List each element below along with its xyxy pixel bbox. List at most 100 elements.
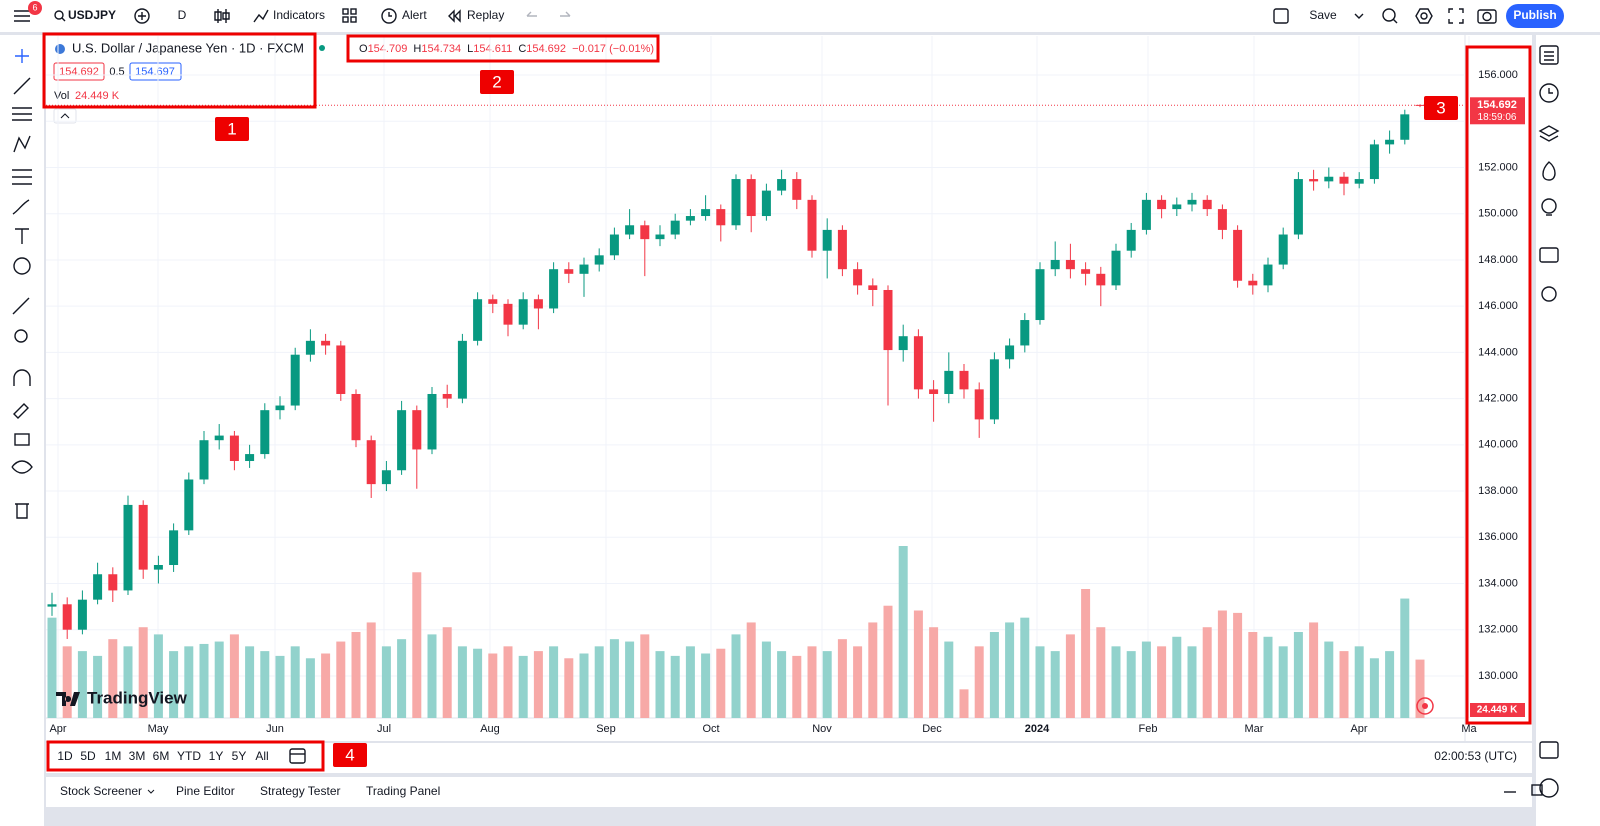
right-tools[interactable] xyxy=(1539,83,1559,103)
ask-box[interactable] xyxy=(129,62,182,81)
range-button[interactable]: 1D xyxy=(57,749,73,763)
replay-button[interactable]: Replay xyxy=(467,8,504,22)
templates-button[interactable] xyxy=(342,16,349,23)
right-tools[interactable] xyxy=(1541,198,1557,214)
quick-search[interactable] xyxy=(1382,8,1396,22)
range-button[interactable]: 5Y xyxy=(232,749,247,763)
panel-buttons[interactable] xyxy=(1531,784,1543,796)
quick-search[interactable] xyxy=(1382,8,1398,24)
bid[interactable]: 154.692 xyxy=(59,66,99,78)
right-tools[interactable] xyxy=(1538,45,1560,798)
collapse-legend[interactable] xyxy=(53,108,77,124)
tab-menu-arrow[interactable] xyxy=(147,789,155,794)
drawing-tools[interactable] xyxy=(13,369,31,386)
tab[interactable]: Trading Panel xyxy=(366,784,440,798)
date-range-button[interactable] xyxy=(289,748,306,764)
settings-button[interactable] xyxy=(1420,12,1428,20)
tab[interactable]: Pine Editor xyxy=(176,784,235,798)
chart-type-button[interactable] xyxy=(214,9,230,23)
templates-button[interactable] xyxy=(342,8,349,15)
compare-button[interactable] xyxy=(134,8,150,24)
right-tools[interactable] xyxy=(1539,741,1559,759)
right-tools[interactable] xyxy=(1548,88,1553,94)
redo-button[interactable] xyxy=(560,11,571,17)
menu-button[interactable] xyxy=(14,10,30,22)
range-button[interactable]: 3M xyxy=(129,749,146,763)
right-tools[interactable] xyxy=(1544,51,1554,61)
templates-button[interactable] xyxy=(350,8,357,15)
fullscreen-button[interactable] xyxy=(1448,8,1464,24)
symbol-search[interactable] xyxy=(61,17,66,22)
drawing-tools[interactable] xyxy=(11,460,33,474)
alert-button[interactable]: Alert xyxy=(402,8,427,22)
settings-button[interactable] xyxy=(1415,8,1433,24)
replay-icon[interactable] xyxy=(448,9,461,23)
range-button[interactable]: 6M xyxy=(153,749,170,763)
drawing-tools[interactable] xyxy=(13,403,29,419)
alert-icon[interactable] xyxy=(388,12,392,17)
fullscreen-button[interactable] xyxy=(1448,8,1464,24)
drawing-tools[interactable] xyxy=(12,297,30,315)
right-tools[interactable] xyxy=(1541,286,1557,302)
drawing-tools[interactable] xyxy=(11,49,33,519)
snapshot-button[interactable] xyxy=(1477,9,1497,24)
drawing-tools[interactable] xyxy=(13,257,31,275)
undo-button[interactable] xyxy=(526,11,537,17)
right-tools[interactable] xyxy=(1539,45,1559,65)
tab[interactable]: Strategy Tester xyxy=(260,784,340,798)
drawing-tools[interactable] xyxy=(12,107,32,121)
events-icon[interactable] xyxy=(1416,697,1434,715)
layout-button[interactable] xyxy=(1273,8,1289,24)
publish-button[interactable]: Publish xyxy=(1513,8,1556,22)
compare-button[interactable] xyxy=(138,12,146,20)
templates-button[interactable] xyxy=(350,16,357,23)
settings-button[interactable] xyxy=(1415,8,1433,24)
alert-icon[interactable] xyxy=(381,8,397,24)
drawing-tools[interactable] xyxy=(13,77,31,95)
quick-search[interactable] xyxy=(1392,18,1398,24)
drawing-tools[interactable] xyxy=(12,169,32,185)
indicators-icon[interactable] xyxy=(253,9,269,23)
range-button[interactable]: YTD xyxy=(177,749,201,763)
indicators-icon[interactable] xyxy=(253,9,269,23)
right-tools[interactable] xyxy=(1542,161,1556,181)
right-tools[interactable] xyxy=(1539,778,1559,798)
indicators-button[interactable]: Indicators xyxy=(273,8,325,22)
save-menu[interactable] xyxy=(1354,13,1364,19)
snapshot-button[interactable] xyxy=(1477,9,1497,24)
events-dot[interactable] xyxy=(1422,703,1428,709)
right-tools[interactable] xyxy=(1538,125,1560,142)
range-button[interactable]: 1Y xyxy=(209,749,224,763)
redo-button[interactable] xyxy=(560,11,571,17)
layout-button[interactable] xyxy=(1273,8,1289,24)
symbol[interactable]: USDJPY xyxy=(68,8,116,22)
menu-button[interactable] xyxy=(14,10,30,22)
interval[interactable]: D xyxy=(178,8,187,22)
templates-button[interactable] xyxy=(342,8,357,23)
symbol-search[interactable] xyxy=(54,10,64,20)
undo-button[interactable] xyxy=(526,11,537,17)
replay-icon[interactable] xyxy=(448,9,461,23)
chart-type-button[interactable] xyxy=(214,9,230,23)
publish-bg[interactable] xyxy=(1506,4,1564,28)
right-tools[interactable] xyxy=(1539,247,1559,263)
compare-button[interactable] xyxy=(134,8,150,24)
symbol-search[interactable] xyxy=(54,10,66,22)
drawing-tools[interactable] xyxy=(14,433,30,446)
save-button[interactable]: Save xyxy=(1309,8,1337,22)
drawing-tools[interactable] xyxy=(15,49,29,63)
drawing-tools[interactable] xyxy=(15,228,29,244)
alert-icon[interactable] xyxy=(381,8,397,24)
range-button[interactable]: 1M xyxy=(105,749,122,763)
drawing-tools[interactable] xyxy=(12,199,30,215)
bid-box[interactable] xyxy=(53,62,105,81)
drawing-tools[interactable] xyxy=(14,329,28,343)
drawing-tools[interactable] xyxy=(13,135,31,153)
date-range-button[interactable] xyxy=(289,748,306,764)
snapshot-button[interactable] xyxy=(1482,11,1492,22)
save-menu[interactable] xyxy=(1354,13,1364,19)
drawing-tools[interactable] xyxy=(15,503,29,519)
panel-buttons[interactable] xyxy=(1504,784,1543,796)
tab[interactable]: Stock Screener xyxy=(60,784,142,798)
range-button[interactable]: 5D xyxy=(80,749,96,763)
